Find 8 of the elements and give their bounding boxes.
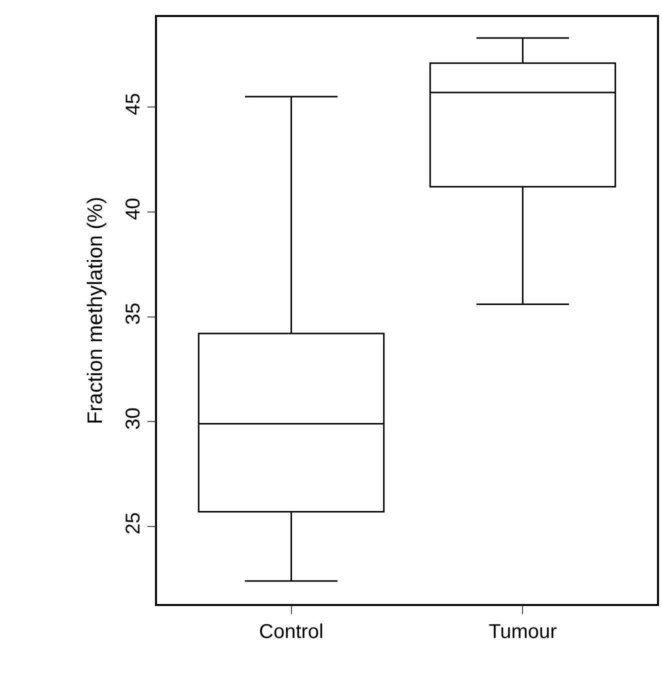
- y-tick-label: 25: [122, 512, 144, 535]
- x-tick-label: Tumour: [488, 620, 558, 643]
- y-tick-label: 40: [122, 198, 144, 220]
- y-tick-label: 30: [122, 407, 144, 430]
- y-tick-label: 45: [122, 93, 144, 116]
- y-axis-title: Fraction methylation (%): [84, 196, 107, 424]
- x-tick-label: Control: [259, 620, 324, 643]
- y-tick-label: 35: [122, 302, 144, 325]
